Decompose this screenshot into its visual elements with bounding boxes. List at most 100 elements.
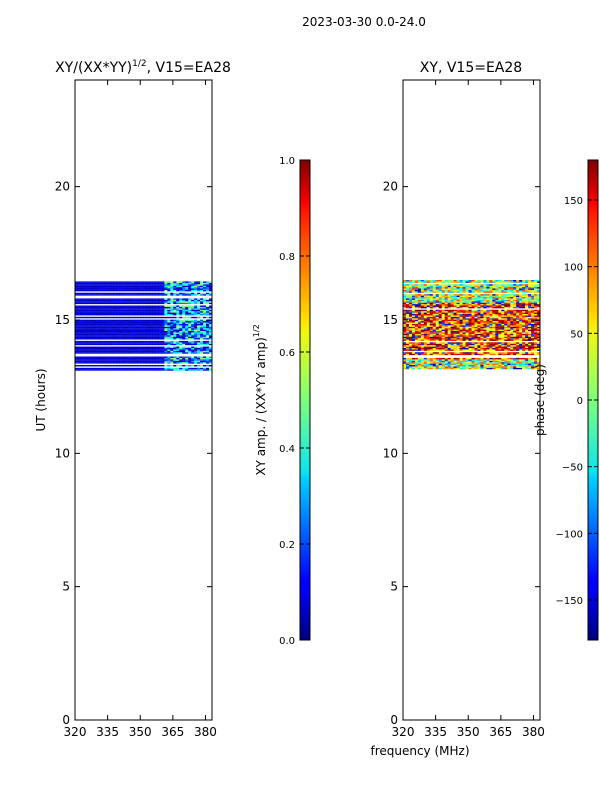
heatmap-cell [107, 333, 112, 336]
heatmap-cell [134, 348, 138, 350]
heatmap-cell [438, 336, 443, 339]
heatmap-cell [528, 280, 532, 282]
heatmap-cell [480, 342, 484, 344]
heatmap-cell [95, 308, 100, 310]
heatmap-cell [75, 314, 79, 316]
heatmap-cell [92, 367, 97, 370]
heatmap-cell [462, 322, 466, 324]
heatmap-cell [495, 281, 499, 283]
heatmap-cell [77, 332, 82, 334]
heatmap-cell [185, 349, 189, 351]
heatmap-cell [480, 360, 484, 363]
heatmap-cell [531, 328, 535, 330]
heatmap-cell [98, 335, 103, 337]
heatmap-cell [486, 288, 490, 290]
heatmap-cell [462, 297, 466, 299]
heatmap-cell [435, 302, 440, 305]
heatmap-cell [119, 294, 123, 296]
heatmap-cell [486, 360, 490, 363]
heatmap-cell [519, 353, 523, 356]
heatmap-cell [164, 356, 168, 358]
heatmap-cell [92, 352, 97, 354]
heatmap-cell [522, 346, 526, 348]
heatmap-cell [104, 289, 109, 292]
heatmap-cell [83, 294, 88, 296]
heatmap-cell [447, 284, 451, 286]
heatmap-cell [209, 311, 212, 313]
heatmap-cell [107, 308, 112, 310]
heatmap-cell [125, 343, 129, 346]
heatmap-cell [495, 349, 499, 351]
heatmap-cell [537, 281, 540, 283]
heatmap-cell [474, 367, 478, 370]
heatmap-cell [206, 284, 210, 286]
heatmap-cell [534, 284, 538, 286]
heatmap-cell [486, 284, 490, 286]
heatmap-cell [429, 325, 434, 327]
heatmap-cell [522, 294, 526, 296]
heatmap-cell [507, 304, 511, 306]
heatmap-cell [107, 289, 112, 292]
heatmap-cell [489, 294, 493, 296]
heatmap-cell [468, 335, 472, 337]
heatmap-cell [411, 329, 416, 331]
heatmap-cell [411, 319, 416, 322]
heatmap-cell [441, 366, 445, 368]
heatmap-cell [519, 333, 523, 336]
heatmap-cell [185, 352, 189, 354]
heatmap-cell [128, 288, 132, 290]
heatmap-cell [408, 291, 413, 293]
heatmap-cell [450, 311, 454, 313]
heatmap-cell [429, 321, 434, 323]
heatmap-cell [158, 285, 162, 288]
heatmap-cell [486, 314, 490, 316]
heatmap-cell [131, 325, 135, 327]
heatmap-cell [522, 291, 526, 293]
heatmap-cell [405, 335, 410, 337]
heatmap-cell [116, 331, 120, 333]
heatmap-cell [474, 314, 478, 316]
heatmap-cell [98, 288, 103, 290]
heatmap-cell [110, 326, 115, 329]
heatmap-cell [92, 292, 97, 295]
heatmap-cell [531, 336, 535, 339]
heatmap-cell [465, 348, 469, 350]
heatmap-cell [191, 336, 195, 339]
heatmap-cell [89, 352, 94, 354]
heatmap-cell [125, 287, 129, 289]
heatmap-cell [489, 343, 493, 346]
heatmap-cell [441, 287, 445, 289]
heatmap-cell [173, 360, 177, 363]
heatmap-cell [432, 298, 437, 300]
heatmap-cell [77, 292, 82, 295]
heatmap-cell [167, 369, 171, 371]
heatmap-cell [185, 328, 189, 330]
heatmap-cell [531, 342, 535, 344]
heatmap-cell [483, 299, 487, 302]
heatmap-cell [447, 298, 451, 300]
heatmap-cell [143, 359, 147, 361]
heatmap-cell [77, 314, 82, 316]
heatmap-cell [134, 338, 138, 340]
heatmap-cell [411, 299, 416, 302]
heatmap-cell [155, 306, 159, 309]
heatmap-cell [453, 346, 457, 348]
heatmap-cell [104, 287, 109, 289]
heatmap-cell [197, 348, 201, 350]
heatmap-cell [131, 314, 135, 316]
heatmap-cell [209, 329, 212, 331]
heatmap-cell [152, 294, 156, 296]
heatmap-cell [98, 314, 103, 316]
heatmap-cell [209, 288, 212, 290]
heatmap-cell [537, 311, 540, 313]
heatmap-cell [86, 308, 91, 310]
heatmap-cell [113, 349, 117, 351]
heatmap-cell [405, 346, 410, 348]
heatmap-cell [522, 287, 526, 289]
heatmap-cell [119, 319, 123, 322]
heatmap-cell [462, 291, 466, 293]
heatmap-cell [104, 329, 109, 331]
heatmap-cell [77, 325, 82, 327]
heatmap-cell [513, 281, 517, 283]
heatmap-cell [486, 335, 490, 337]
